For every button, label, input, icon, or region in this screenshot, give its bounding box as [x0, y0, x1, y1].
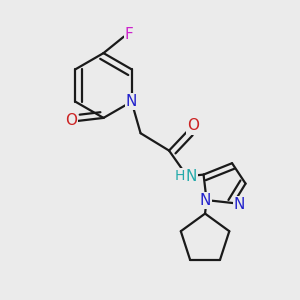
- Text: N: N: [186, 169, 197, 184]
- Text: H: H: [174, 169, 185, 183]
- Text: N: N: [200, 193, 211, 208]
- Text: O: O: [65, 113, 77, 128]
- Text: N: N: [126, 94, 137, 109]
- Text: O: O: [187, 118, 199, 134]
- Text: N: N: [234, 197, 245, 212]
- Text: F: F: [125, 27, 134, 42]
